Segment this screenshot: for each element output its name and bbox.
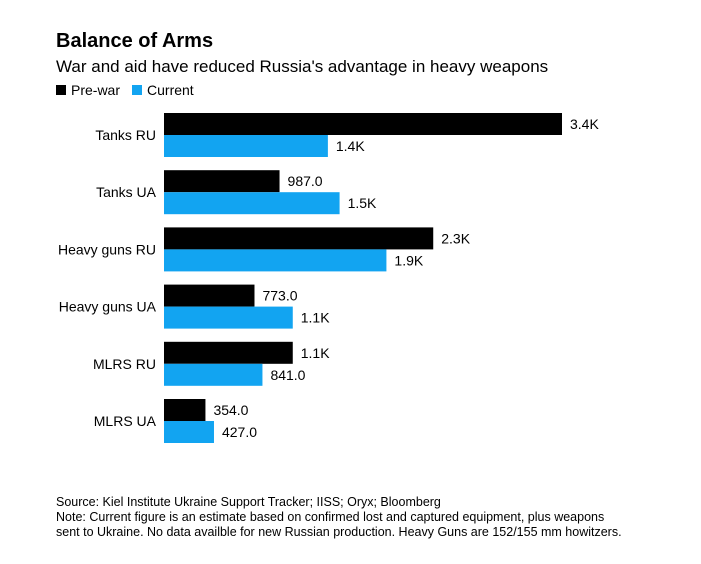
value-label-current-tanks-ru: 1.4K: [336, 138, 365, 154]
bar-current-heavy-guns-ua: [164, 306, 293, 329]
bar-current-heavy-guns-ru: [164, 249, 387, 272]
value-label-current-mlrs-ua: 427.0: [222, 424, 257, 440]
legend-label-prewar: Pre-war: [71, 82, 121, 98]
bar-pre-war-heavy-guns-ru: [164, 227, 434, 250]
bar-pre-war-heavy-guns-ua: [164, 284, 255, 307]
value-label-pre-war-tanks-ua: 987.0: [288, 173, 323, 189]
footnote-note-line2: sent to Ukraine. No data availble for ne…: [56, 525, 622, 539]
value-label-pre-war-tanks-ru: 3.4K: [570, 116, 599, 132]
footnote-note-line1: Note: Current figure is an estimate base…: [56, 510, 605, 524]
legend-swatch-prewar: [56, 85, 66, 95]
bar-current-mlrs-ru: [164, 363, 263, 386]
category-label-tanks-ru: Tanks RU: [95, 127, 156, 143]
value-label-current-heavy-guns-ru: 1.9K: [394, 252, 423, 268]
bar-current-mlrs-ua: [164, 421, 214, 443]
footnote-source: Source: Kiel Institute Ukraine Support T…: [56, 495, 441, 509]
category-label-tanks-ua: Tanks UA: [96, 184, 157, 200]
bar-pre-war-tanks-ua: [164, 170, 280, 193]
category-label-mlrs-ua: MLRS UA: [94, 413, 157, 429]
value-label-current-mlrs-ru: 841.0: [270, 367, 305, 383]
bar-current-tanks-ru: [164, 135, 328, 157]
value-label-current-tanks-ua: 1.5K: [348, 195, 377, 211]
value-label-pre-war-heavy-guns-ru: 2.3K: [441, 230, 470, 246]
legend-swatch-current: [132, 85, 143, 95]
value-label-current-heavy-guns-ua: 1.1K: [301, 310, 330, 326]
legend-item-current: Current: [132, 82, 194, 98]
chart-title: Balance of Arms: [56, 30, 214, 52]
bar-current-tanks-ua: [164, 192, 340, 215]
legend-label-current: Current: [147, 82, 194, 98]
legend-item-prewar: Pre-war: [56, 82, 120, 98]
bar-chart: Tanks RU 3.4K 1.4K Tanks UA 987.0 1.5K Heavy g…: [58, 113, 599, 443]
category-label-heavy-guns-ua: Heavy guns UA: [59, 299, 157, 315]
value-label-pre-war-mlrs-ua: 354.0: [213, 402, 248, 418]
value-label-pre-war-mlrs-ru: 1.1K: [301, 345, 330, 361]
category-label-heavy-guns-ru: Heavy guns RU: [58, 241, 156, 257]
footnote: Source: Kiel Institute Ukraine Support T…: [56, 495, 622, 540]
bar-pre-war-mlrs-ua: [164, 399, 206, 421]
value-label-pre-war-heavy-guns-ua: 773.0: [262, 288, 297, 304]
legend: Pre-war Current: [56, 82, 206, 98]
category-label-mlrs-ru: MLRS RU: [93, 356, 156, 372]
bar-pre-war-tanks-ru: [164, 113, 562, 135]
bar-pre-war-mlrs-ru: [164, 341, 293, 364]
chart-subtitle: War and aid have reduced Russia's advant…: [56, 57, 549, 76]
